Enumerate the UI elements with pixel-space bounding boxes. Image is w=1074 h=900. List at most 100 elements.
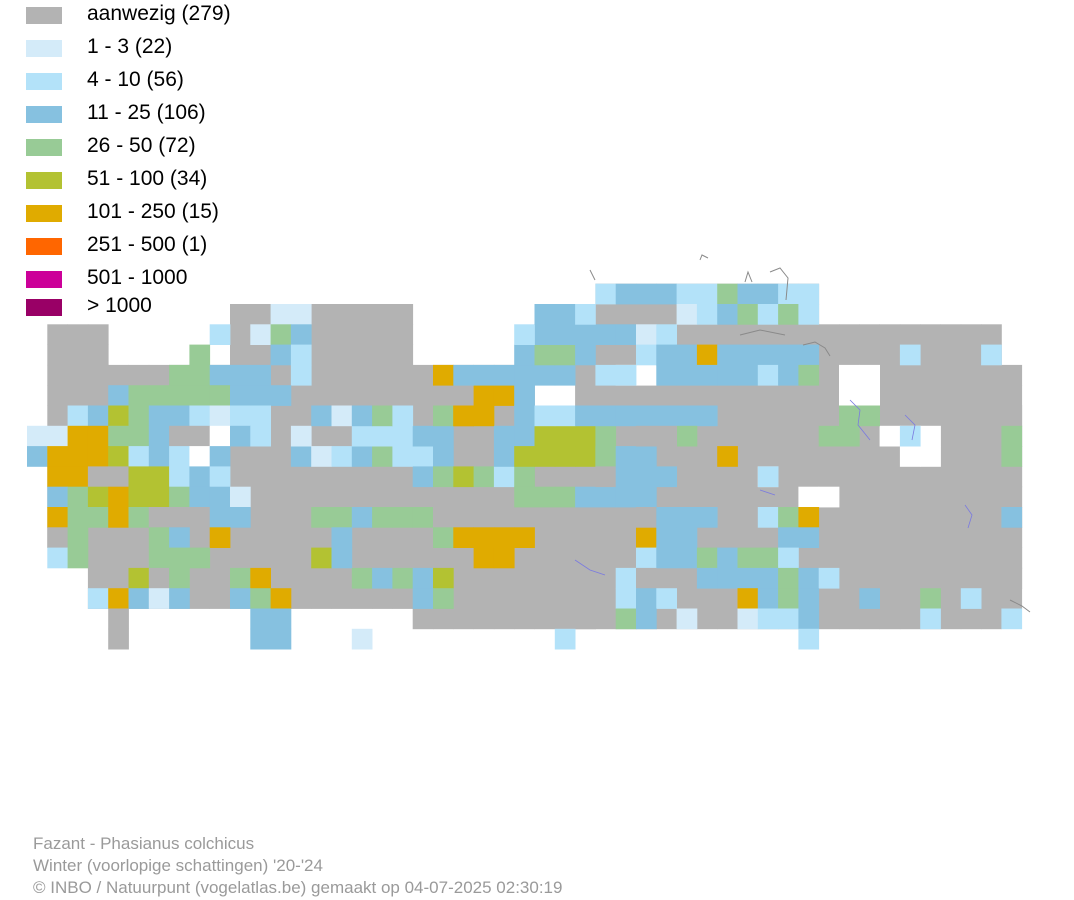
grid-cell: [108, 628, 129, 650]
grid-cell: [493, 547, 515, 569]
grid-cell: [879, 527, 901, 548]
grid-cell: [189, 344, 211, 366]
grid-cell: [351, 425, 373, 447]
grid-cell: [575, 567, 596, 589]
grid-cell: [270, 608, 292, 630]
grid-cell: [920, 486, 941, 508]
grid-cell: [818, 385, 840, 406]
grid-cell: [148, 364, 170, 386]
grid-cell: [534, 324, 556, 345]
grid-cell: [148, 405, 170, 427]
grid-cell: [757, 425, 779, 447]
grid-cell: [128, 507, 150, 528]
grid-cell: [392, 547, 414, 569]
grid-cell: [798, 283, 820, 305]
grid-cell: [899, 364, 921, 386]
grid-cell: [636, 364, 657, 386]
grid-cell: [615, 567, 637, 589]
legend-swatch: [26, 238, 62, 255]
grid-cell: [940, 344, 962, 366]
grid-cell: [960, 425, 982, 447]
grid-cell: [87, 425, 109, 447]
grid-cell: [1001, 486, 1023, 508]
grid-cell: [778, 304, 799, 325]
grid-cell: [108, 425, 129, 447]
grid-cell: [128, 466, 150, 488]
grid-cell: [940, 385, 962, 406]
species-name: Fazant - Phasianus colchicus: [33, 834, 255, 853]
grid-cell: [372, 304, 393, 325]
grid-cell: [311, 567, 332, 589]
grid-cell: [575, 527, 596, 548]
grid-cell: [534, 567, 556, 589]
grid-cell: [757, 608, 779, 630]
grid-cell: [108, 385, 129, 406]
grid-cell: [250, 507, 271, 528]
grid-cell: [981, 567, 1002, 589]
grid-cell: [636, 486, 657, 508]
grid-cell: [1001, 608, 1023, 630]
grid-cell: [696, 486, 718, 508]
grid-cell: [453, 385, 474, 406]
grid-cell: [514, 608, 535, 630]
grid-cell: [108, 547, 129, 569]
grid-cell: [534, 364, 556, 386]
grid-cell: [290, 486, 312, 508]
grid-cell: [636, 608, 657, 630]
grid-cell: [250, 486, 271, 508]
grid-cell: [960, 344, 982, 366]
grid-cell: [798, 364, 820, 386]
grid-cell: [696, 344, 718, 366]
grid-cell: [798, 547, 820, 569]
grid-cell: [615, 547, 637, 569]
grid-cell: [87, 385, 109, 406]
grid-cell: [534, 486, 556, 508]
grid-cell: [47, 385, 68, 406]
grid-cell: [534, 304, 556, 325]
grid-cell: [47, 405, 68, 427]
grid-cell: [656, 547, 677, 569]
grid-cell: [189, 486, 211, 508]
grid-cell: [879, 466, 901, 488]
grid-cell: [534, 608, 556, 630]
grid-cell: [575, 304, 596, 325]
grid-cell: [595, 507, 617, 528]
grid-cell: [940, 425, 962, 447]
grid-cell: [920, 446, 941, 467]
grid-cell: [87, 547, 109, 569]
grid-cell: [189, 567, 211, 589]
grid-cell: [209, 385, 231, 406]
grid-cell: [412, 486, 434, 508]
grid-cell: [636, 324, 657, 345]
grid-cell: [595, 588, 617, 609]
grid-cell: [636, 588, 657, 609]
grid-cell: [554, 547, 576, 569]
grid-cell: [331, 507, 353, 528]
grid-cell: [169, 385, 190, 406]
grid-cell: [818, 446, 840, 467]
grid-cell: [148, 507, 170, 528]
grid-cell: [87, 446, 109, 467]
legend-label: 251 - 500 (1): [87, 233, 208, 256]
grid-cell: [818, 588, 840, 609]
grid-cell: [920, 385, 941, 406]
grid-cell: [169, 425, 190, 447]
grid-cell: [270, 364, 292, 386]
grid-cell: [67, 527, 89, 548]
grid-cell: [839, 364, 860, 386]
grid-cell: [290, 466, 312, 488]
grid-cell: [757, 344, 779, 366]
grid-cell: [230, 425, 251, 447]
grid-cell: [230, 567, 251, 589]
grid-cell: [859, 547, 880, 569]
grid-cell: [108, 364, 129, 386]
grid-cell: [372, 425, 393, 447]
grid-cell: [433, 486, 454, 508]
grid-cell: [148, 425, 170, 447]
grid-cell: [230, 547, 251, 569]
grid-cell: [737, 385, 759, 406]
grid-cell: [412, 527, 434, 548]
grid-cell: [372, 405, 393, 427]
grid-cell: [331, 446, 353, 467]
grid-cell: [615, 466, 637, 488]
